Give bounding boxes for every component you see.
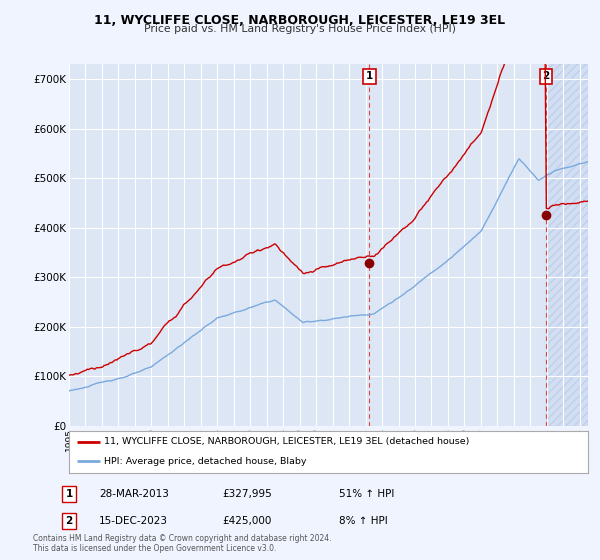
Text: 28-MAR-2013: 28-MAR-2013: [99, 489, 169, 499]
Text: 51% ↑ HPI: 51% ↑ HPI: [339, 489, 394, 499]
Text: Contains HM Land Registry data © Crown copyright and database right 2024.: Contains HM Land Registry data © Crown c…: [33, 534, 331, 543]
Text: 11, WYCLIFFE CLOSE, NARBOROUGH, LEICESTER, LE19 3EL (detached house): 11, WYCLIFFE CLOSE, NARBOROUGH, LEICESTE…: [104, 437, 470, 446]
Text: 1: 1: [366, 71, 373, 81]
Text: £327,995: £327,995: [222, 489, 272, 499]
Text: This data is licensed under the Open Government Licence v3.0.: This data is licensed under the Open Gov…: [33, 544, 277, 553]
Text: 11, WYCLIFFE CLOSE, NARBOROUGH, LEICESTER, LE19 3EL: 11, WYCLIFFE CLOSE, NARBOROUGH, LEICESTE…: [94, 14, 506, 27]
Text: 1: 1: [65, 489, 73, 499]
Text: 2: 2: [65, 516, 73, 526]
Text: HPI: Average price, detached house, Blaby: HPI: Average price, detached house, Blab…: [104, 457, 307, 466]
Text: 2: 2: [542, 71, 550, 81]
Bar: [546, 64, 588, 426]
Text: Price paid vs. HM Land Registry's House Price Index (HPI): Price paid vs. HM Land Registry's House …: [144, 24, 456, 34]
Text: 15-DEC-2023: 15-DEC-2023: [99, 516, 168, 526]
Text: £425,000: £425,000: [222, 516, 271, 526]
Text: 8% ↑ HPI: 8% ↑ HPI: [339, 516, 388, 526]
